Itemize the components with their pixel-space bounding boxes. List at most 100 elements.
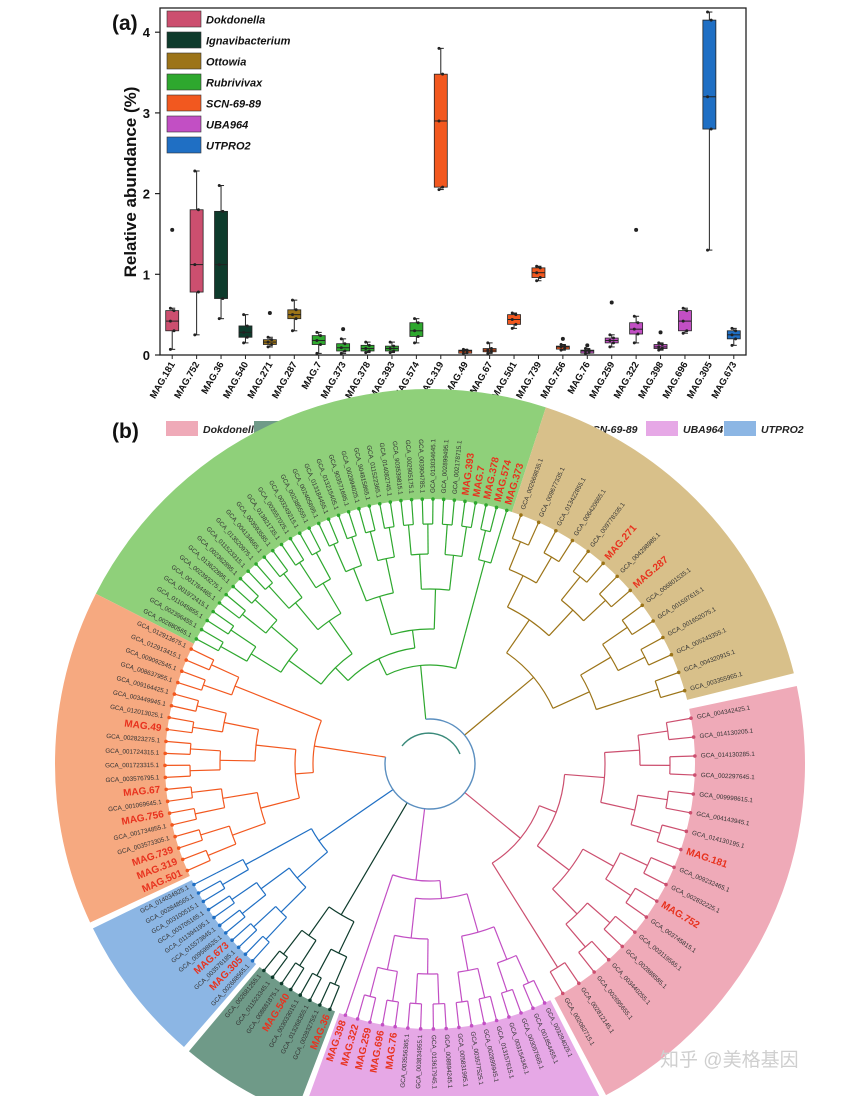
data-point xyxy=(364,340,368,344)
leaf-dot xyxy=(279,981,284,986)
tree-branch xyxy=(252,941,270,962)
legend-label: UBA964 xyxy=(206,120,248,132)
leaf-dot xyxy=(326,517,331,521)
tree-branch xyxy=(386,874,394,893)
tree-branch xyxy=(281,962,297,984)
leaf-dot xyxy=(173,834,177,839)
tree-branch xyxy=(466,893,479,933)
tree-branch xyxy=(637,730,668,736)
tree-branch xyxy=(190,748,221,752)
tree-branch xyxy=(317,612,342,631)
tree-branch xyxy=(421,588,450,591)
tree-branch xyxy=(527,522,540,546)
tree-branch xyxy=(506,652,554,709)
tree-branch xyxy=(490,534,501,564)
tree-branch xyxy=(196,705,227,714)
tree-branch xyxy=(267,698,305,715)
leaf-dot xyxy=(212,915,216,920)
tree-branch xyxy=(388,527,395,558)
tree-branch xyxy=(403,523,414,527)
tree-branch xyxy=(477,968,486,998)
tree-branch xyxy=(198,880,221,894)
tree-branch xyxy=(369,967,379,997)
outlier-point xyxy=(609,300,614,305)
tree-branch xyxy=(221,713,227,732)
box-body xyxy=(409,322,424,337)
data-point xyxy=(367,349,371,353)
data-point xyxy=(416,321,420,325)
tree-branch xyxy=(193,808,198,820)
tree-branch xyxy=(165,740,191,745)
tree-branch xyxy=(308,527,322,551)
data-point xyxy=(217,263,221,267)
data-point xyxy=(636,321,640,325)
tree-branch xyxy=(165,775,191,779)
tree-branch xyxy=(478,998,485,1024)
tree-branch xyxy=(535,556,553,584)
tree-branch xyxy=(211,664,240,678)
leaf-dot xyxy=(482,1021,486,1026)
tree-branch xyxy=(650,857,675,868)
legend-swatch xyxy=(166,115,202,133)
y-axis-label: Relative abundance (%) xyxy=(121,87,140,278)
tree-branch xyxy=(208,895,230,911)
data-point xyxy=(486,351,490,355)
tree-branch xyxy=(315,578,331,589)
tree-branch xyxy=(459,633,466,652)
tree-branch xyxy=(411,630,416,649)
legend-swatch xyxy=(166,136,202,154)
tree-branch xyxy=(253,906,277,928)
tree-branch xyxy=(461,525,472,529)
tree-branch xyxy=(334,667,349,681)
data-point xyxy=(486,348,490,352)
tree-branch xyxy=(448,555,455,591)
leaf-dot xyxy=(279,542,284,547)
tree-branch xyxy=(668,736,694,741)
data-point xyxy=(392,349,396,353)
tree-branch xyxy=(392,874,441,882)
tree-branch xyxy=(217,641,224,652)
tree-branch xyxy=(378,658,388,676)
tree-branch xyxy=(333,543,347,572)
legend-label: UTPRO2 xyxy=(206,141,251,153)
tree-branch xyxy=(643,872,667,886)
tree-branch xyxy=(254,599,278,621)
box-body xyxy=(458,349,473,354)
tree-branch xyxy=(600,801,636,811)
data-point xyxy=(290,298,294,302)
data-point xyxy=(270,338,274,342)
data-point xyxy=(489,350,493,354)
data-point xyxy=(538,276,542,280)
leaf-dot xyxy=(504,508,509,513)
tree-branch xyxy=(328,518,339,543)
tree-branch xyxy=(379,596,392,635)
data-point xyxy=(612,336,616,340)
tree-branch xyxy=(464,792,521,839)
tree-branch xyxy=(603,915,616,930)
tree-branch xyxy=(167,728,193,734)
leaf-label: GCA_002178715.1 xyxy=(452,440,464,495)
tree-branch xyxy=(549,971,564,994)
outlier-point xyxy=(585,343,590,348)
tree-branch xyxy=(231,677,240,696)
leaf-dot xyxy=(163,775,168,780)
tree-branch xyxy=(191,721,195,733)
leaf-dot xyxy=(346,509,351,514)
tree-branch xyxy=(238,929,258,948)
outlier-point xyxy=(170,227,175,232)
tree-branch xyxy=(348,511,357,536)
leaf-dot xyxy=(199,627,204,632)
leaf-dot xyxy=(298,993,303,997)
tree-branch xyxy=(191,788,222,794)
tree-branch xyxy=(605,852,621,880)
data-point xyxy=(294,317,298,321)
tree-branch xyxy=(461,936,469,971)
data-point xyxy=(583,349,587,353)
tree-branch xyxy=(352,962,364,992)
data-point xyxy=(657,348,661,352)
leaf-label: GCA_002297645.1 xyxy=(701,772,756,781)
data-point xyxy=(514,313,518,317)
data-point xyxy=(660,347,664,351)
tree-branch xyxy=(640,637,664,651)
